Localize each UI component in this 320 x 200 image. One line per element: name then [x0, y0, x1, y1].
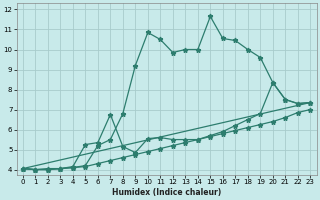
X-axis label: Humidex (Indice chaleur): Humidex (Indice chaleur) — [112, 188, 221, 197]
